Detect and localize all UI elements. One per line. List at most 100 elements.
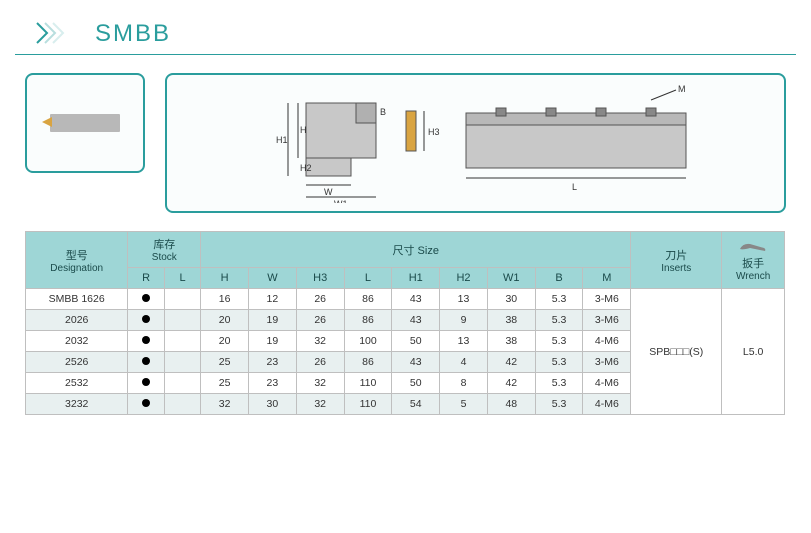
cell-H: 16	[201, 289, 249, 310]
cell-name: SMBB 1626	[26, 289, 128, 310]
cell-R	[128, 289, 164, 310]
subheader-cell: H1	[392, 268, 440, 289]
cell-R	[128, 373, 164, 394]
cell-H1: 43	[392, 289, 440, 310]
page-header: SMBB	[15, 0, 796, 55]
hdr-stock-en: Stock	[130, 252, 198, 263]
tool-icon	[50, 114, 120, 132]
cell-H2: 8	[440, 373, 488, 394]
cell-L	[164, 331, 200, 352]
cell-R	[128, 394, 164, 415]
hdr-wrench-en: Wrench	[724, 271, 782, 282]
cell-H: 25	[201, 373, 249, 394]
cell-B: 5.3	[535, 310, 583, 331]
hdr-designation-en: Designation	[28, 263, 125, 274]
cell-H2: 13	[440, 331, 488, 352]
cell-H2: 9	[440, 310, 488, 331]
cell-H2: 4	[440, 352, 488, 373]
chevron-icon	[35, 21, 75, 48]
dim-H1: H1	[276, 135, 288, 145]
cell-Ld: 110	[344, 394, 392, 415]
cell-name: 2026	[26, 310, 128, 331]
subheader-cell: W	[249, 268, 297, 289]
cell-H: 25	[201, 352, 249, 373]
subheader-cell: R	[128, 268, 164, 289]
subheader-cell: M	[583, 268, 631, 289]
table-header: 型号 Designation 库存 Stock 尺寸 Size 刀片 Inser…	[26, 232, 785, 289]
cell-L	[164, 352, 200, 373]
hdr-designation-cn: 型号	[28, 247, 125, 263]
cell-H2: 13	[440, 289, 488, 310]
cell-Ld: 86	[344, 289, 392, 310]
cell-H3: 32	[296, 394, 344, 415]
dim-M: M	[678, 84, 686, 94]
tool-thumbnail-box	[25, 73, 145, 173]
dim-H3: H3	[428, 127, 440, 137]
cell-L	[164, 394, 200, 415]
cell-H1: 50	[392, 331, 440, 352]
cell-M: 3-M6	[583, 289, 631, 310]
dim-W1: W1	[334, 199, 348, 203]
subheader-cell: H3	[296, 268, 344, 289]
wrench-cell: L5.0	[722, 289, 785, 415]
cell-W: 19	[249, 331, 297, 352]
dimension-drawing-box: H1 H H2 W W1 B H3	[165, 73, 786, 213]
cell-M: 4-M6	[583, 373, 631, 394]
cell-B: 5.3	[535, 289, 583, 310]
cell-Ld: 86	[344, 310, 392, 331]
cell-H: 20	[201, 331, 249, 352]
dim-B: B	[380, 107, 386, 117]
cell-R	[128, 352, 164, 373]
cell-name: 3232	[26, 394, 128, 415]
cell-H: 32	[201, 394, 249, 415]
cell-name: 2526	[26, 352, 128, 373]
spec-table: 型号 Designation 库存 Stock 尺寸 Size 刀片 Inser…	[25, 231, 785, 415]
dim-W: W	[324, 187, 333, 197]
cell-W1: 42	[487, 373, 535, 394]
cell-name: 2532	[26, 373, 128, 394]
cell-H1: 54	[392, 394, 440, 415]
cell-B: 5.3	[535, 331, 583, 352]
cell-M: 4-M6	[583, 394, 631, 415]
cell-L	[164, 310, 200, 331]
cell-H3: 26	[296, 352, 344, 373]
cell-B: 5.3	[535, 352, 583, 373]
subheader-cell: H2	[440, 268, 488, 289]
subheader-cell: H	[201, 268, 249, 289]
cell-L	[164, 289, 200, 310]
subheader-cell: L	[344, 268, 392, 289]
subheader-cell: L	[164, 268, 200, 289]
hdr-inserts-en: Inserts	[633, 263, 719, 274]
hdr-size: 尺寸 Size	[203, 242, 628, 258]
cell-Ld: 100	[344, 331, 392, 352]
dim-H: H	[300, 125, 307, 135]
cell-W1: 30	[487, 289, 535, 310]
subheader-cell: B	[535, 268, 583, 289]
hdr-stock-cn: 库存	[130, 236, 198, 252]
cell-H3: 32	[296, 331, 344, 352]
cell-H3: 26	[296, 289, 344, 310]
cell-B: 5.3	[535, 394, 583, 415]
cell-H3: 32	[296, 373, 344, 394]
page-title: SMBB	[95, 20, 171, 48]
cell-Ld: 86	[344, 352, 392, 373]
diagram-row: H1 H H2 W W1 B H3	[0, 55, 811, 223]
cell-M: 4-M6	[583, 331, 631, 352]
cell-W: 12	[249, 289, 297, 310]
cell-W1: 48	[487, 394, 535, 415]
cell-H1: 43	[392, 310, 440, 331]
cell-W: 30	[249, 394, 297, 415]
table-body: SMBB 1626161226864313305.33-M6SPB□□□(S)L…	[26, 289, 785, 415]
cell-H: 20	[201, 310, 249, 331]
cell-W: 23	[249, 373, 297, 394]
dim-H2: H2	[300, 163, 312, 173]
cell-W1: 38	[487, 331, 535, 352]
cell-M: 3-M6	[583, 352, 631, 373]
inserts-cell: SPB□□□(S)	[631, 289, 722, 415]
cell-name: 2032	[26, 331, 128, 352]
wrench-icon	[738, 239, 768, 253]
cell-W1: 42	[487, 352, 535, 373]
subheader-cell: W1	[487, 268, 535, 289]
dim-L: L	[572, 182, 577, 192]
hdr-inserts-cn: 刀片	[633, 247, 719, 263]
